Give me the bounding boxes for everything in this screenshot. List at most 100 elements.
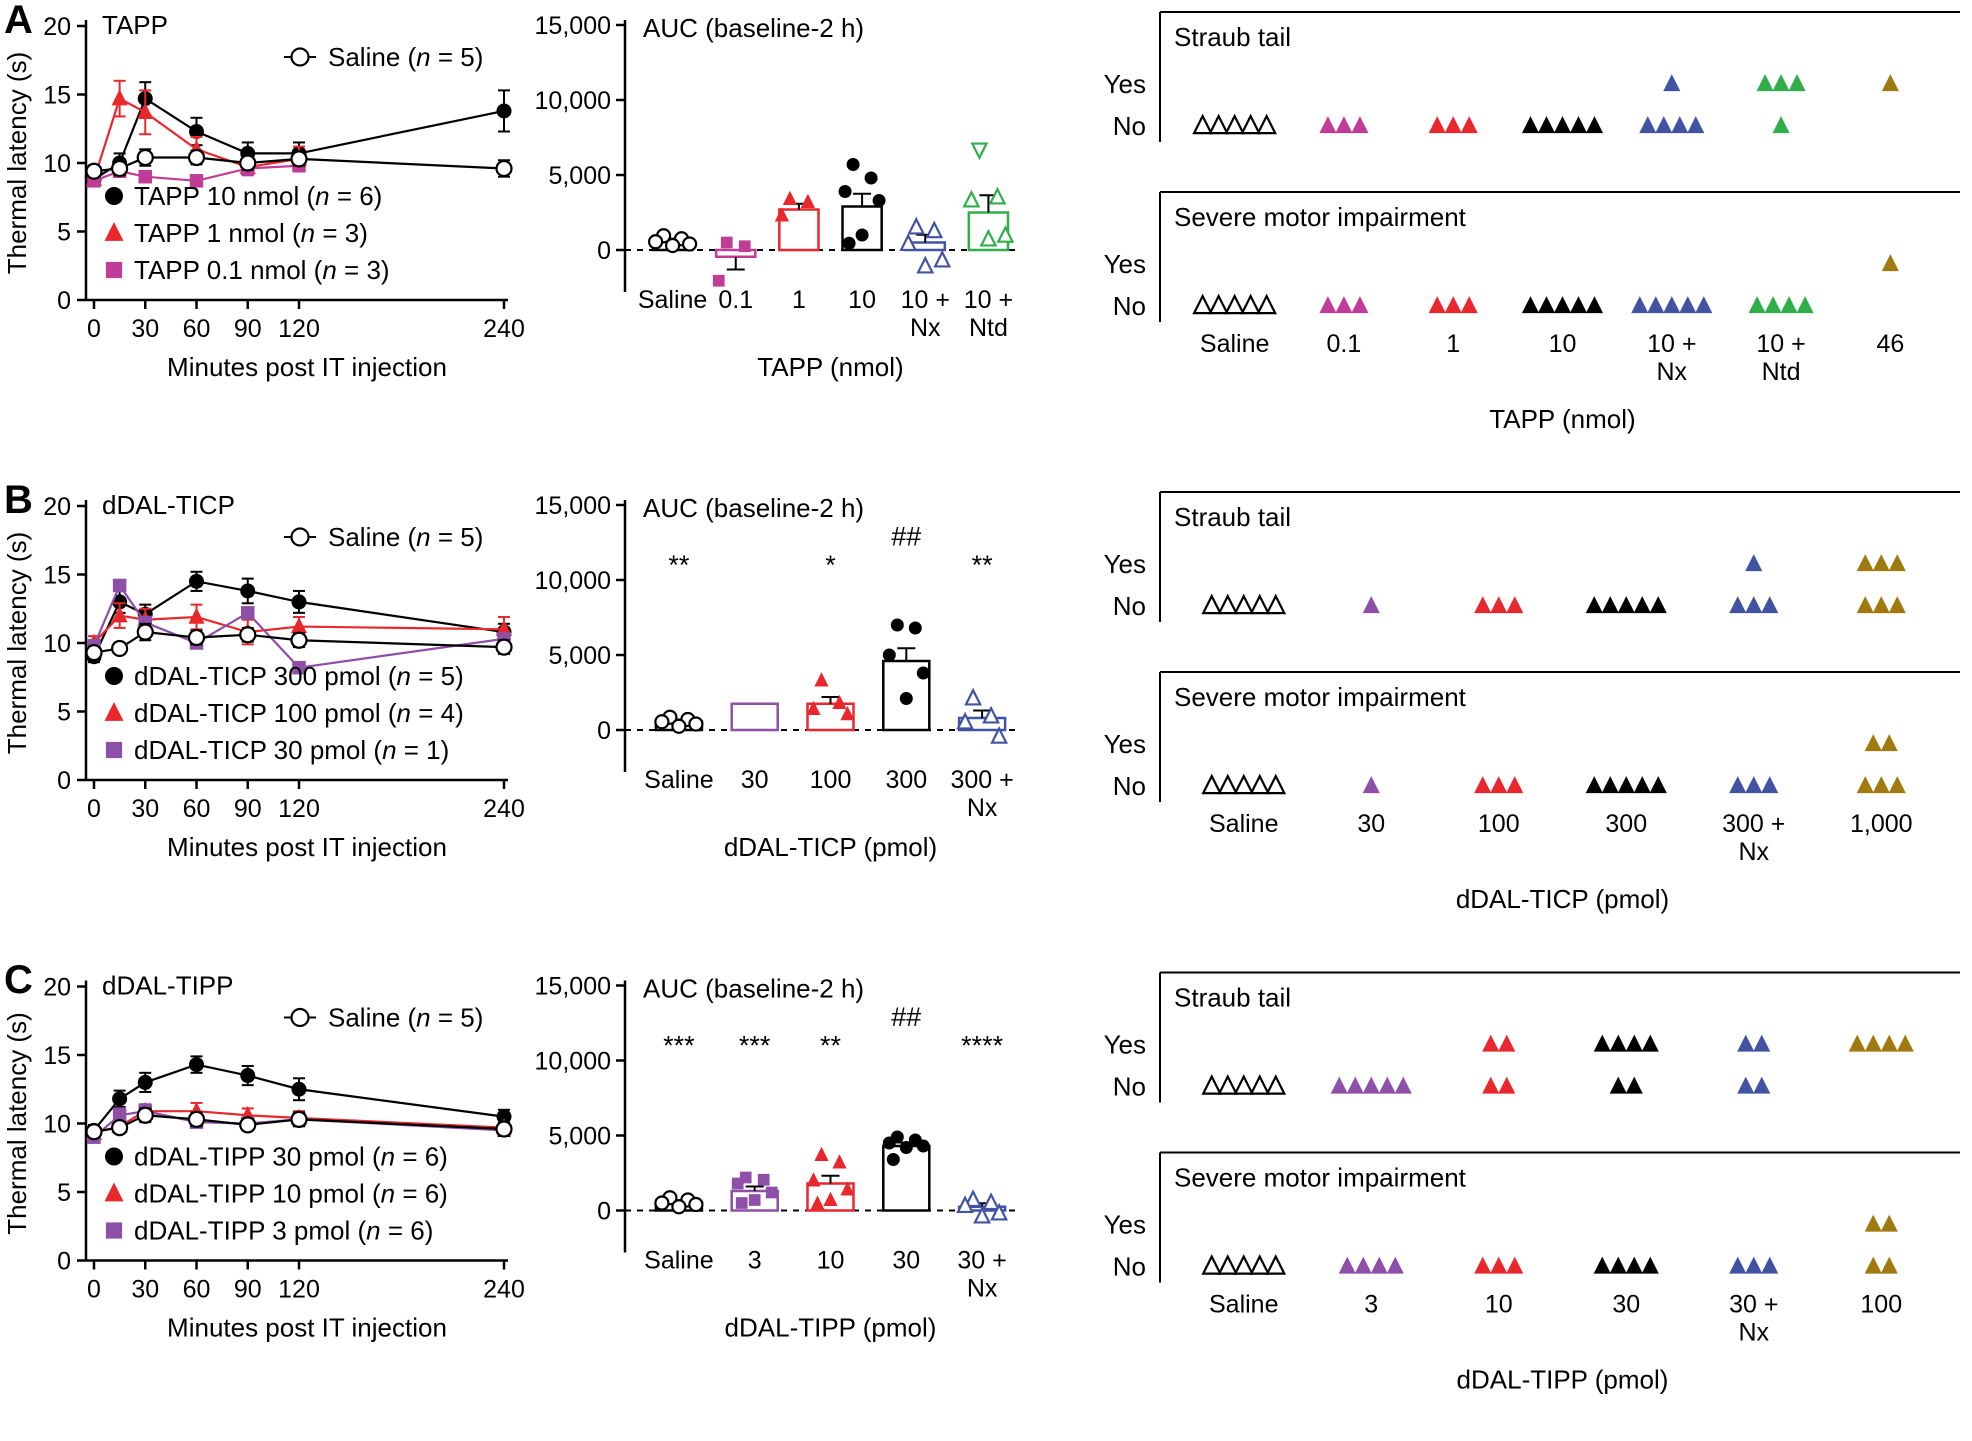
legend-n-italic: n	[382, 735, 396, 765]
square-filled-marker	[765, 1186, 778, 1199]
triangle-filled-marker	[1482, 1076, 1500, 1094]
triangle-filled-marker	[1490, 776, 1508, 794]
circle-filled-marker	[916, 666, 930, 680]
legend-text: = 6)	[381, 1216, 434, 1246]
category-label: 10 +	[901, 286, 950, 314]
triangle-filled-marker	[1761, 1256, 1779, 1274]
legend-n-italic: n	[322, 255, 336, 285]
category-label: 1	[1446, 330, 1460, 358]
timecourse-chart-a: 0 5 10 15 20 0 30 60 90 120 240 Thermal latency (s)…	[2, 10, 525, 382]
triangle-filled-marker	[1864, 1256, 1882, 1274]
panel-label-b: B	[4, 478, 33, 522]
triangle-filled-marker	[823, 1191, 838, 1206]
triangle-filled-marker	[1490, 1256, 1508, 1274]
legend-label: dDAL-TICP 30 pmol (n = 1)	[134, 735, 449, 765]
significance-label: *	[825, 550, 836, 580]
circle-filled-marker	[189, 573, 204, 589]
category-label: 10 +	[964, 286, 1013, 314]
x-tick-label: 240	[483, 795, 525, 823]
significance-label: ****	[961, 1031, 1004, 1061]
significance-label: ##	[891, 1002, 921, 1032]
triangle-filled-marker	[1864, 734, 1882, 752]
legend-n-italic: n	[381, 1142, 395, 1172]
square-filled-marker	[720, 236, 733, 249]
x-axis-title: TAPP (nmol)	[1489, 404, 1635, 434]
triangle-filled-marker	[1585, 296, 1604, 314]
triangle-open-marker	[982, 705, 1001, 724]
significance-label: **	[820, 1031, 842, 1061]
chart-title: AUC (baseline-2 h)	[643, 493, 864, 523]
triangle-filled-marker	[1737, 1076, 1755, 1094]
x-tick-label: 120	[278, 795, 320, 823]
legend-text: dDAL-TIPP 3 pmol (	[134, 1216, 367, 1246]
triangle-filled-marker	[1888, 596, 1906, 614]
category-label: 0.1	[1327, 330, 1362, 358]
auc-chart-a: 0 5,000 10,000 15,000 AUC (baseline-2 h) Sali…	[535, 12, 1020, 382]
category-label: Ntd	[969, 314, 1008, 342]
triangle-filled-marker	[104, 1182, 124, 1202]
series-line	[92, 97, 300, 180]
bar	[730, 702, 779, 732]
timecourse-chart-c: 0 5 10 15 20 0 30 60 90 120 240 Thermal latency (s)…	[2, 971, 525, 1343]
triangle-open-marker	[973, 1205, 992, 1224]
triangle-filled-marker	[1338, 1256, 1356, 1274]
triangle-open-marker	[925, 220, 944, 239]
square-filled-marker	[138, 169, 152, 184]
category-label: 100	[1860, 1291, 1902, 1319]
y-tick-label: 10,000	[535, 87, 611, 115]
triangle-open-marker	[964, 1189, 983, 1208]
triangle-filled-marker	[1848, 1034, 1866, 1052]
legend-text: = 4)	[411, 698, 464, 728]
triangle-open-marker	[1208, 113, 1229, 135]
triangle-filled-marker	[1856, 596, 1874, 614]
triangle-filled-marker	[1593, 1034, 1611, 1052]
triangle-filled-marker	[290, 617, 308, 634]
triangle-filled-marker	[810, 1195, 825, 1210]
section-title: Straub tail	[1174, 502, 1291, 532]
category-label: 10	[1549, 330, 1577, 358]
x-tick-label: 0	[87, 315, 101, 343]
triangle-open-marker	[982, 1192, 1001, 1211]
legend-label: Saline (n = 5)	[328, 42, 483, 72]
triangle-filled-marker	[1319, 116, 1337, 134]
triangle-filled-marker	[1585, 776, 1603, 794]
y-tick-label: 20	[43, 13, 71, 41]
triangle-filled-marker	[1346, 1076, 1364, 1094]
category-label: 1,000	[1850, 810, 1913, 838]
triangle-filled-marker	[1428, 296, 1446, 314]
triangle-filled-marker	[1880, 1214, 1898, 1232]
circle-open-marker	[671, 718, 687, 734]
triangle-filled-marker	[1753, 1076, 1771, 1094]
square-filled-marker	[731, 1177, 744, 1190]
circle-filled-marker	[105, 187, 123, 205]
triangle-filled-marker	[1585, 116, 1604, 134]
triangle-filled-marker	[1537, 116, 1556, 134]
panel-a-auc-cell: 0 5,000 10,000 15,000 AUC (baseline-2 h) Sali…	[530, 0, 1030, 480]
legend-text: = 5)	[431, 522, 484, 552]
triangle-filled-marker	[1617, 596, 1635, 614]
y-axis-title: Thermal latency (s)	[2, 52, 32, 275]
x-axis-title: Minutes post IT injection	[167, 832, 447, 862]
triangle-filled-marker	[782, 190, 798, 205]
triangle-filled-marker	[1537, 296, 1556, 314]
legend-text: = 3)	[337, 255, 390, 285]
section-title: Straub tail	[1174, 22, 1291, 52]
auc-chart-c: 0 5,000 10,000 15,000 AUC (baseline-2 h) Sali…	[535, 973, 1020, 1343]
circle-open-marker	[647, 234, 664, 250]
x-tick-label: 90	[234, 795, 262, 823]
x-axis-title: Minutes post IT injection	[167, 352, 447, 382]
legend-label: TAPP 10 nmol (n = 6)	[134, 181, 382, 211]
triangle-filled-marker	[1649, 776, 1667, 794]
significance-label: ***	[739, 1031, 771, 1061]
circle-filled-marker	[842, 236, 856, 250]
legend-text: = 5)	[411, 661, 464, 691]
triangle-filled-marker	[1474, 1256, 1492, 1274]
section-title: Straub tail	[1174, 983, 1291, 1013]
row-label-yes: Yes	[1104, 729, 1146, 759]
circle-filled-marker	[496, 1109, 512, 1125]
triangle-filled-marker	[1761, 776, 1779, 794]
circle-open-marker	[654, 1195, 670, 1211]
triangle-open-marker	[979, 228, 998, 247]
circle-filled-marker	[105, 667, 123, 685]
